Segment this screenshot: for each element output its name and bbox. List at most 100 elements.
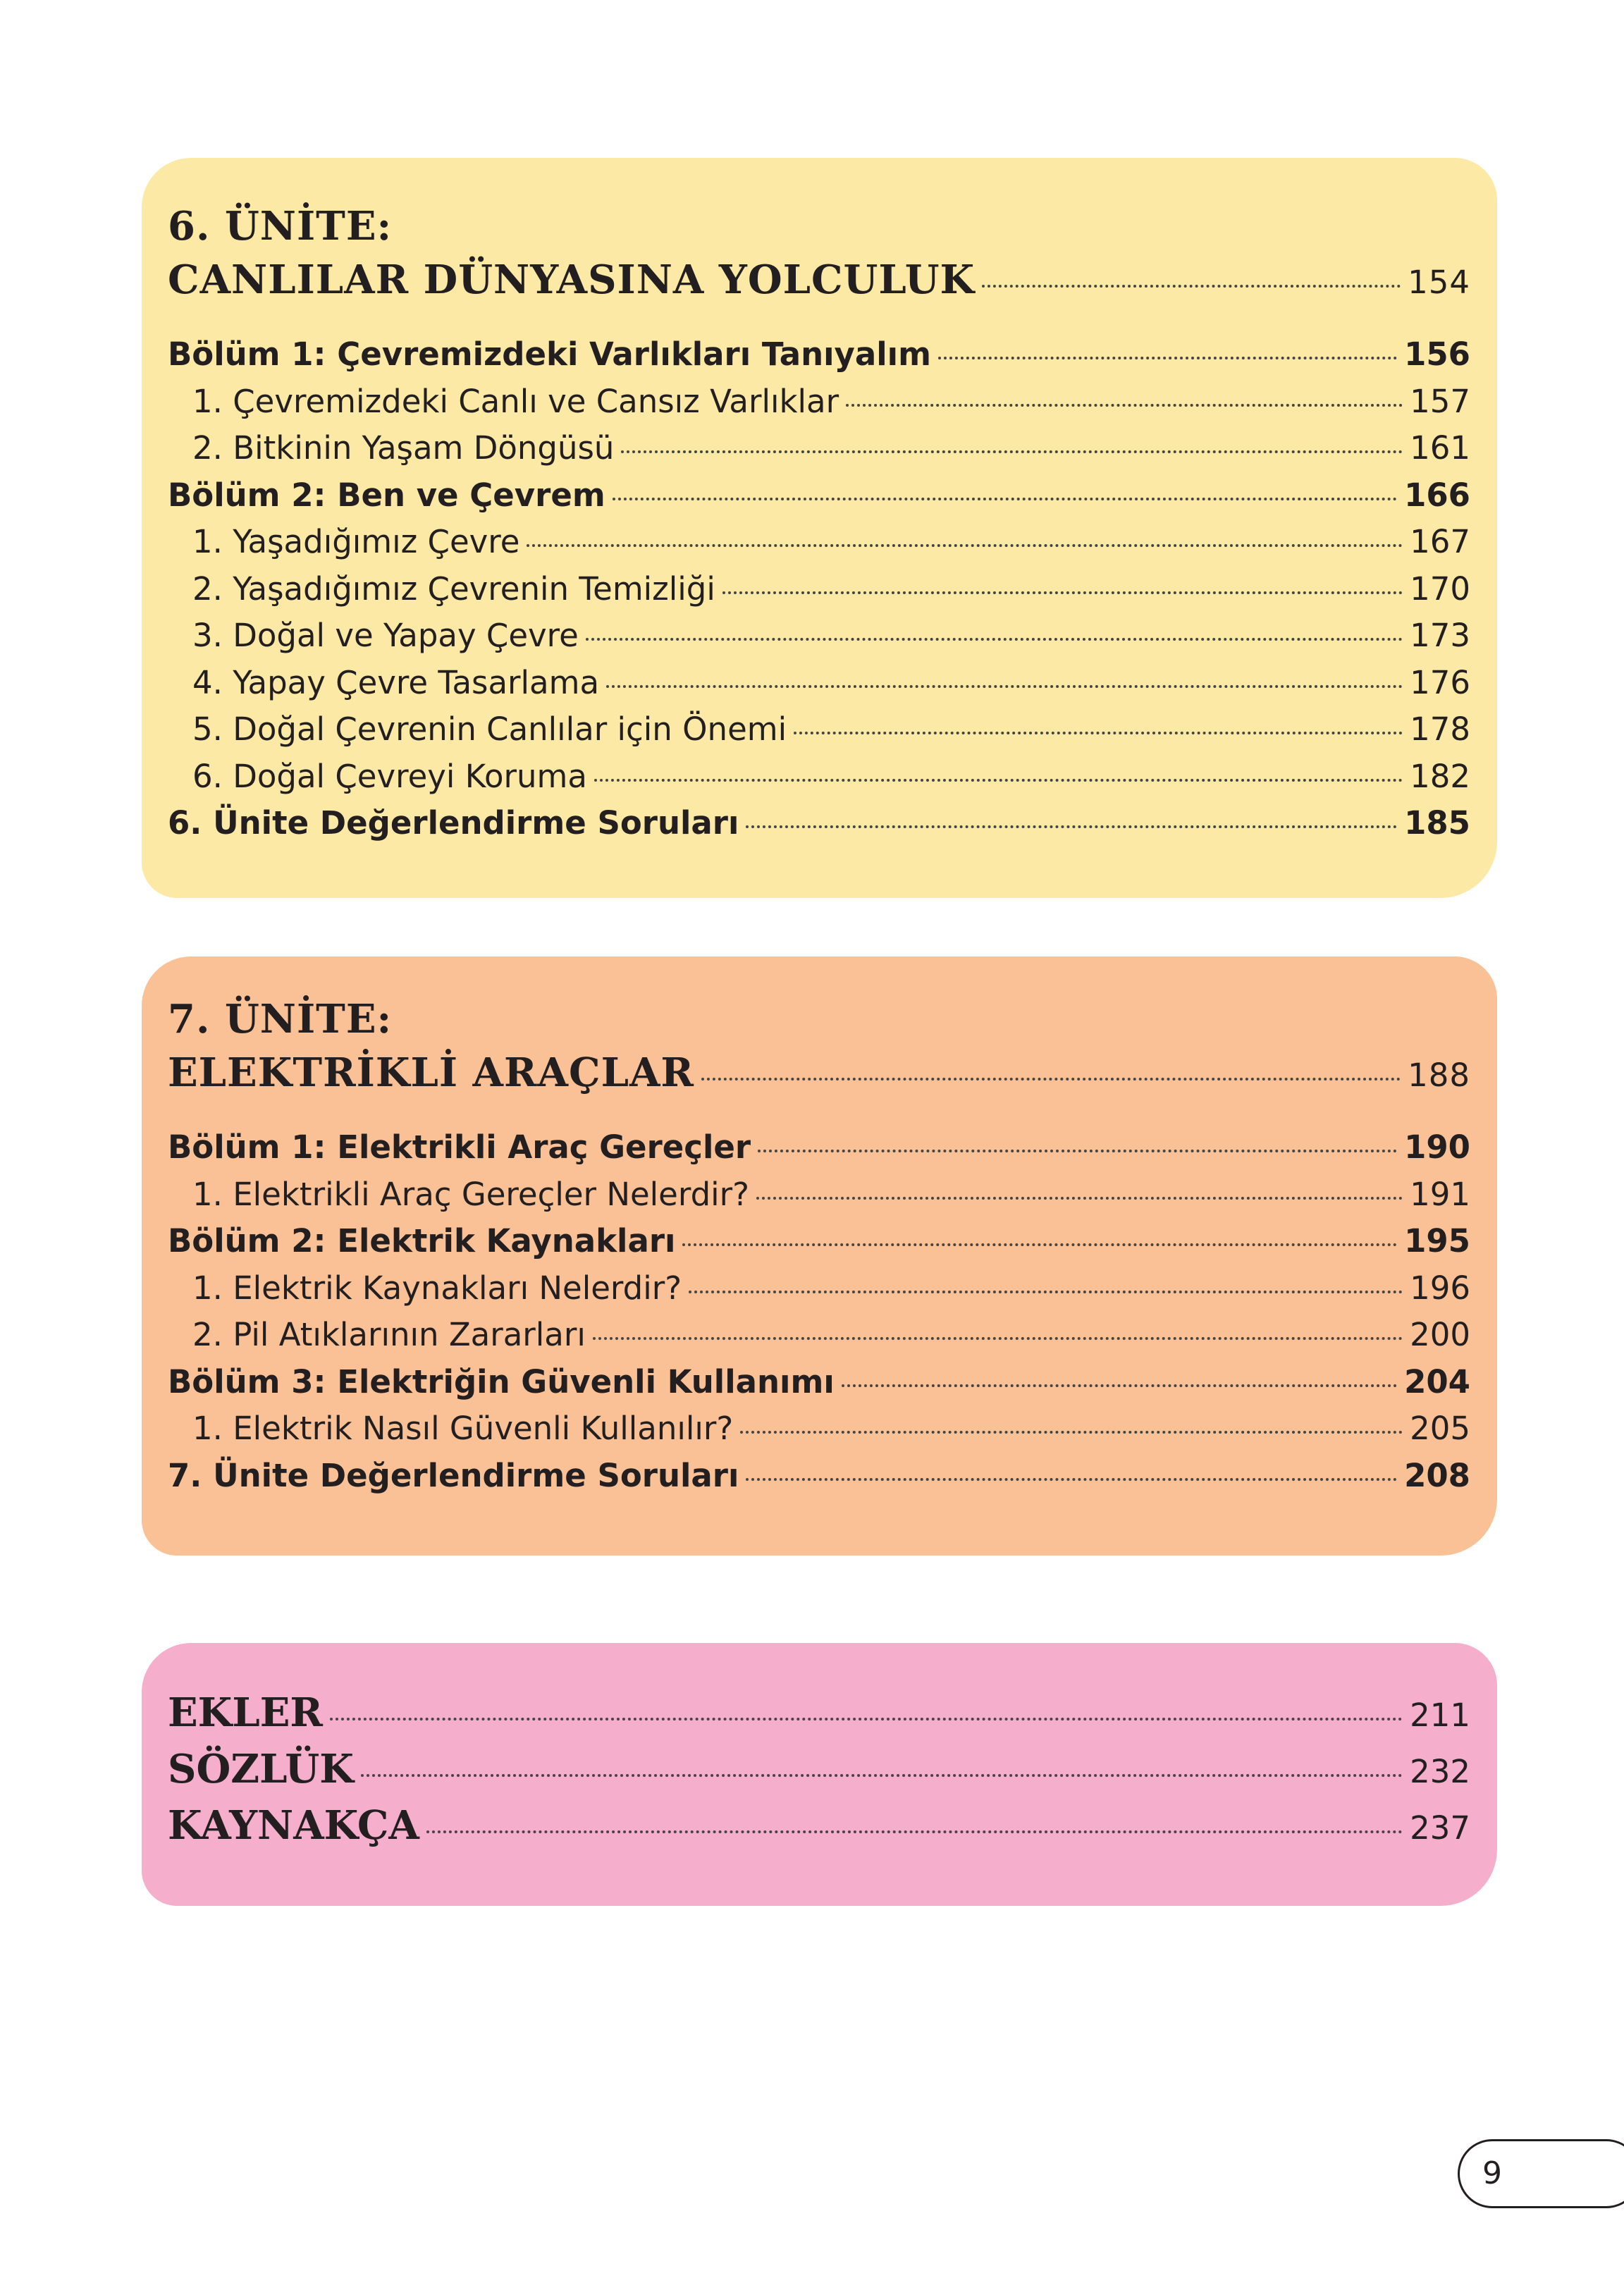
dot-leader (722, 591, 1403, 594)
entry-text: 5. Doğal Çevrenin Canlılar için Önemi (192, 710, 787, 748)
dot-leader (746, 825, 1398, 828)
dot-leader (756, 1196, 1403, 1200)
dot-leader (329, 1718, 1403, 1720)
entry-page: 170 (1410, 570, 1470, 608)
toc-row: 1. Yaşadığımız Çevre 167 (168, 519, 1470, 566)
entry-text: 6. Ünite Değerlendirme Soruları (168, 804, 739, 842)
toc-row: KAYNAKÇA 237 (168, 1799, 1470, 1855)
dot-leader (527, 544, 1403, 547)
toc-row: 2. Yaşadığımız Çevrenin Temizliği 170 (168, 566, 1470, 613)
toc-row: EKLER 211 (168, 1686, 1470, 1742)
entry-page: 191 (1410, 1175, 1470, 1213)
entry-text: 3. Doğal ve Yapay Çevre (192, 617, 579, 654)
toc-row: 1. Elektrik Nasıl Güvenli Kullanılır? 205 (168, 1405, 1470, 1453)
unit-label: 7. ÜNİTE: (168, 996, 393, 1042)
dot-leader (585, 638, 1403, 641)
entry-text: 1. Elektrik Kaynakları Nelerdir? (192, 1269, 682, 1307)
toc-row: 3. Doğal ve Yapay Çevre 173 (168, 612, 1470, 660)
toc-row: 4. Yapay Çevre Tasarlama 176 (168, 660, 1470, 707)
entry-page: 182 (1410, 757, 1470, 795)
toc-row: 2. Bitkinin Yaşam Döngüsü 161 (168, 425, 1470, 472)
entry-page: 200 (1410, 1316, 1470, 1353)
toc-row: ELEKTRİKLİ ARAÇLAR 188 (168, 1046, 1470, 1102)
entry-text: 1. Çevremizdeki Canlı ve Cansız Varlıkla… (192, 382, 839, 420)
toc-row: Bölüm 1: Elektrikli Araç Gereçler 190 (168, 1124, 1470, 1171)
entry-text: 2. Pil Atıklarının Zararları (192, 1316, 586, 1353)
entry-page: 205 (1410, 1410, 1470, 1447)
entry-text: ELEKTRİKLİ ARAÇLAR (168, 1049, 694, 1096)
entry-text: 1. Elektrikli Araç Gereçler Nelerdir? (192, 1175, 750, 1213)
dot-leader (689, 1290, 1403, 1293)
toc-row: 5. Doğal Çevrenin Canlılar için Önemi 178 (168, 706, 1470, 753)
toc-row: 1. Elektrik Kaynakları Nelerdir? 196 (168, 1265, 1470, 1312)
entry-page: 176 (1410, 663, 1470, 701)
toc-row: 6. Doğal Çevreyi Koruma 182 (168, 753, 1470, 801)
entry-page: 195 (1404, 1222, 1470, 1260)
dot-leader (740, 1431, 1403, 1434)
toc-row: Bölüm 3: Elektriğin Güvenli Kullanımı 204 (168, 1359, 1470, 1406)
entry-text: CANLILAR DÜNYASINA YOLCULUK (168, 257, 976, 303)
dot-leader (592, 1337, 1403, 1340)
entry-page: 185 (1404, 804, 1470, 842)
toc-row: 1. Çevremizdeki Canlı ve Cansız Varlıkla… (168, 378, 1470, 426)
dot-leader (841, 1384, 1398, 1387)
entry-page: 178 (1410, 710, 1470, 748)
dot-leader (593, 778, 1403, 782)
entry-text: 2. Yaşadığımız Çevrenin Temizliği (192, 570, 715, 608)
toc-row: 6. Ünite Değerlendirme Soruları 185 (168, 800, 1470, 847)
dot-leader (746, 1477, 1398, 1481)
entry-text: 1. Yaşadığımız Çevre (192, 523, 520, 560)
dot-leader (758, 1150, 1398, 1152)
entry-text: EKLER (168, 1689, 323, 1736)
dot-leader (682, 1243, 1398, 1246)
dot-leader (794, 732, 1403, 734)
entry-page: 204 (1404, 1362, 1470, 1401)
entry-text: SÖZLÜK (168, 1746, 354, 1792)
entry-text: 4. Yapay Çevre Tasarlama (192, 663, 600, 701)
entry-page: 156 (1404, 336, 1470, 373)
toc-row: CANLILAR DÜNYASINA YOLCULUK 154 (168, 253, 1470, 309)
toc-row: 1. Elektrikli Araç Gereçler Nelerdir? 191 (168, 1171, 1470, 1219)
entry-page: 237 (1410, 1809, 1470, 1847)
entry-page: 188 (1408, 1057, 1470, 1094)
dot-leader (612, 497, 1398, 500)
dot-leader (426, 1830, 1403, 1833)
entry-page: 196 (1410, 1269, 1470, 1307)
entry-page: 166 (1404, 476, 1470, 514)
entry-text: 7. Ünite Değerlendirme Soruları (168, 1456, 739, 1494)
dot-leader (938, 357, 1398, 359)
entry-text: 2. Bitkinin Yaşam Döngüsü (192, 429, 615, 467)
toc-row: 7. Ünite Değerlendirme Soruları 208 (168, 1453, 1470, 1500)
toc-row: Bölüm 1: Çevremizdeki Varlıkları Tanıyal… (168, 331, 1470, 378)
entry-page: 161 (1410, 429, 1470, 467)
entry-page: 154 (1408, 264, 1470, 301)
dot-leader (701, 1078, 1401, 1081)
dot-leader (360, 1774, 1403, 1777)
entry-page: 211 (1410, 1697, 1470, 1734)
appendix-box: EKLER 211 SÖZLÜK 232 KAYNAKÇA 237 (142, 1643, 1497, 1906)
dot-leader (606, 684, 1403, 688)
entry-page: 190 (1404, 1128, 1470, 1166)
entry-page: 173 (1410, 617, 1470, 654)
page-number: 9 (1458, 2139, 1624, 2208)
unit-box: 6. ÜNİTE: CANLILAR DÜNYASINA YOLCULUK 154 B… (142, 158, 1497, 898)
entry-text: Bölüm 2: Ben ve Çevrem (168, 476, 605, 514)
entry-text: Bölüm 1: Çevremizdeki Varlıkları Tanıyal… (168, 336, 931, 373)
entry-page: 167 (1410, 523, 1470, 560)
toc-row: SÖZLÜK 232 (168, 1742, 1470, 1799)
entry-text: Bölüm 2: Elektrik Kaynakları (168, 1222, 676, 1260)
unit-label: 6. ÜNİTE: (168, 203, 393, 250)
toc-row: Bölüm 2: Elektrik Kaynakları 195 (168, 1218, 1470, 1265)
entry-text: KAYNAKÇA (168, 1802, 419, 1849)
entry-text: 6. Doğal Çevreyi Koruma (192, 757, 587, 795)
entry-text: 1. Elektrik Nasıl Güvenli Kullanılır? (192, 1410, 734, 1447)
toc-row: Bölüm 2: Ben ve Çevrem 166 (168, 472, 1470, 519)
entry-text: Bölüm 1: Elektrikli Araç Gereçler (168, 1128, 751, 1166)
toc-row: 2. Pil Atıklarının Zararları 200 (168, 1312, 1470, 1359)
dot-leader (846, 403, 1403, 407)
entry-text: Bölüm 3: Elektriğin Güvenli Kullanımı (168, 1362, 835, 1401)
dot-leader (982, 285, 1401, 288)
entry-page: 232 (1410, 1753, 1470, 1790)
dot-leader (621, 450, 1403, 453)
